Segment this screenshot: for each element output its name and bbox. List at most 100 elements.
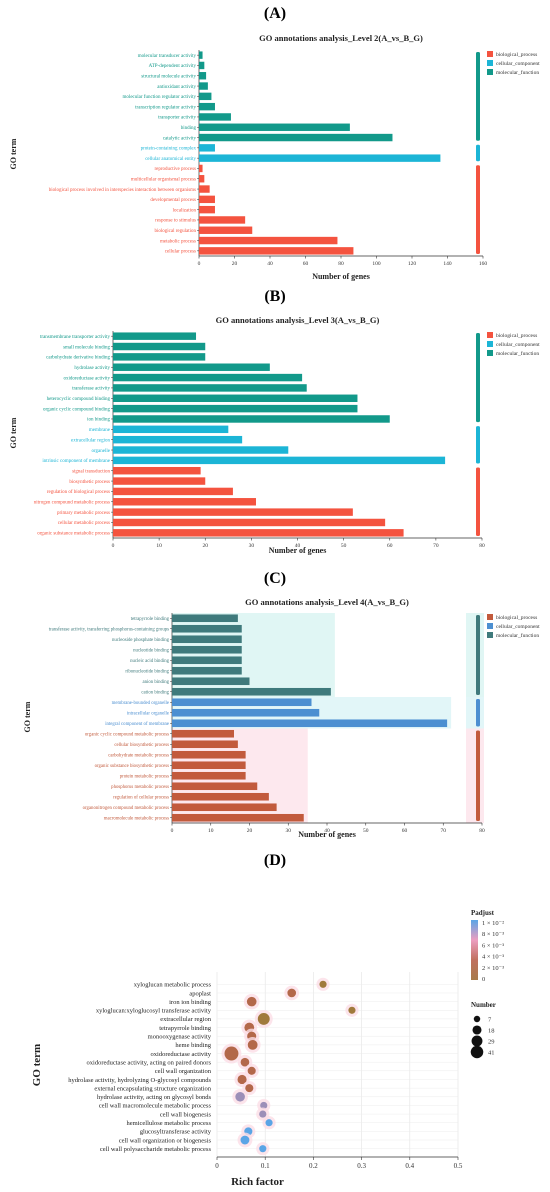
chart-title: GO annotations analysis_Level 2(A_vs_B_G… — [259, 33, 423, 43]
legend-swatch — [487, 632, 493, 638]
y-tick-label: hemicellulose metabolic process — [127, 1120, 212, 1127]
x-tick-label: 0 — [112, 543, 115, 549]
x-tick-label: 0.1 — [261, 1162, 270, 1170]
y-tick-label: nucleoside phosphate binding — [112, 638, 170, 643]
group-strip-cellular_component — [476, 426, 480, 464]
bar-organic-substance-biosynthetic-process — [172, 761, 246, 770]
bar-biological-process-involved-in-interspecies-interaction-between-organisms — [199, 185, 210, 193]
bar-biosynthetic-process — [113, 477, 206, 485]
y-tick-label: catalytic activity — [163, 136, 197, 141]
y-tick-label: organic cyclic compound binding — [43, 407, 110, 412]
legend-label: biological_process — [496, 615, 537, 621]
x-axis-label: Number of genes — [312, 272, 370, 281]
point-xyloglucan-metabolic-process — [319, 980, 327, 988]
y-tick-label: extracellular region — [160, 1016, 211, 1023]
legend-swatch — [487, 60, 493, 66]
size-legend-label: 18 — [488, 1027, 495, 1034]
x-tick-label: 80 — [479, 828, 485, 834]
point-extracellular-region — [257, 1012, 270, 1025]
bar-response-to-stimulus — [199, 216, 246, 224]
legend-label: cellular_component — [496, 342, 540, 348]
bar-binding — [199, 123, 350, 131]
y-tick-label: antioxidant activity — [157, 85, 196, 90]
group-strip-molecular_function — [476, 615, 480, 695]
y-axis-label: GO term — [9, 138, 18, 169]
legend-label: cellular_component — [496, 61, 540, 67]
bar-biological-regulation — [199, 226, 253, 234]
bar-nucleoside-phosphate-binding — [172, 635, 242, 644]
y-tick-label: transferase activity — [72, 387, 110, 392]
bar-metabolic-process — [199, 236, 338, 245]
panel-label: (C) — [264, 570, 286, 587]
chart-panel-a: (A) GO annotations analysis_Level 2(A_vs_… — [9, 5, 540, 281]
y-tick-label: nitrogen compound metabolic process — [34, 501, 110, 506]
group-strip-biological_process — [476, 467, 480, 536]
y-tick-label: small molecule binding — [63, 345, 110, 350]
y-tick-label: nucleotide binding — [133, 648, 169, 653]
bar-hydrolase-activity — [113, 363, 270, 371]
y-tick-label: organic cyclic compound metabolic proces… — [85, 732, 169, 737]
legend-label: molecular_function — [496, 350, 539, 357]
y-tick-label: cellular anatomical entity — [145, 157, 196, 162]
y-tick-label: hydrolase activity, hydrolyzing O-glycos… — [68, 1077, 211, 1084]
x-tick-label: 80 — [479, 543, 485, 549]
y-tick-label: transmembrane transporter activity — [40, 335, 110, 340]
bar-organonitrogen-compound-metabolic-process — [172, 803, 277, 812]
x-tick-label: 10 — [208, 828, 214, 834]
y-tick-label: carbohydrate metabolic process — [108, 753, 169, 758]
group-strip-cellular_component — [476, 144, 480, 162]
group-strip-background — [466, 728, 484, 823]
group-strip-biological_process — [476, 730, 480, 821]
bar-transporter-activity — [199, 113, 231, 121]
bar-catalytic-activity — [199, 133, 393, 142]
y-tick-label: tetrapyrrole binding — [159, 1025, 212, 1032]
group-strip-biological_process — [476, 165, 480, 254]
bar-regulation-of-cellular-process — [172, 792, 269, 801]
bar-carbohydrate-metabolic-process — [172, 750, 246, 759]
x-axis-label: Number of genes — [269, 546, 327, 555]
y-tick-label: cell wall organization or biogenesis — [119, 1137, 212, 1144]
x-tick-label: 140 — [443, 261, 452, 267]
bar-ion-binding — [113, 415, 390, 423]
legend-label: biological_process — [496, 52, 537, 58]
y-tick-label: transferase activity, transferring phosp… — [49, 627, 169, 632]
point-cell-wall-polysaccharide-metabolic-process — [259, 1145, 267, 1153]
x-tick-label: 0 — [198, 261, 201, 267]
x-axis-label: Rich factor — [231, 1176, 284, 1188]
point-cell-wall-organization-or-biogenesis — [240, 1135, 250, 1145]
color-legend-label: 6 × 10⁻³ — [482, 942, 504, 949]
bar-transferase-activity-transferring-phosphorus-containing-groups — [172, 624, 242, 633]
y-axis-label: GO term — [23, 701, 32, 732]
x-tick-label: 20 — [247, 828, 253, 834]
size-legend-label: 7 — [488, 1016, 492, 1023]
bar-extracellular-region — [113, 435, 243, 444]
x-tick-label: 20 — [232, 261, 238, 267]
point-hydrolase-activity-acting-on-glycosyl-bonds — [235, 1091, 245, 1102]
x-tick-label: 120 — [408, 261, 417, 267]
point-cell-wall-biogenesis — [259, 1110, 267, 1118]
panel-label: (B) — [264, 288, 285, 305]
y-tick-label: metabolic process — [160, 239, 196, 244]
bar-intrinsic-component-of-membrane — [113, 456, 446, 465]
legend-label: cellular_component — [496, 624, 540, 630]
y-tick-label: organic substance metabolic process — [37, 532, 110, 537]
x-tick-label: 160 — [479, 261, 488, 267]
y-tick-label: tetrapyrrole binding — [131, 617, 170, 622]
legend-swatch — [487, 51, 493, 57]
point-heme-binding — [247, 1039, 258, 1050]
y-tick-label: anion binding — [142, 680, 169, 685]
x-tick-label: 0.4 — [405, 1162, 414, 1170]
bar-nitrogen-compound-metabolic-process — [113, 498, 256, 506]
bar-transferase-activity — [113, 384, 307, 392]
bar-organic-cyclic-compound-metabolic-process — [172, 729, 234, 738]
x-tick-label: 20 — [203, 543, 209, 549]
y-axis-label: GO term — [9, 417, 18, 448]
bar-protein-containing-complex — [199, 144, 215, 152]
group-strip-molecular_function — [476, 52, 480, 141]
x-tick-label: 0 — [215, 1162, 219, 1170]
bar-tetrapyrrole-binding — [172, 614, 238, 623]
bar-ribonucleotide-binding — [172, 666, 242, 675]
y-tick-label: oxidoreductase activity — [63, 376, 110, 381]
y-tick-label: cellular metabolic process — [58, 521, 110, 526]
y-tick-label: macromolecule metabolic process — [104, 816, 169, 821]
